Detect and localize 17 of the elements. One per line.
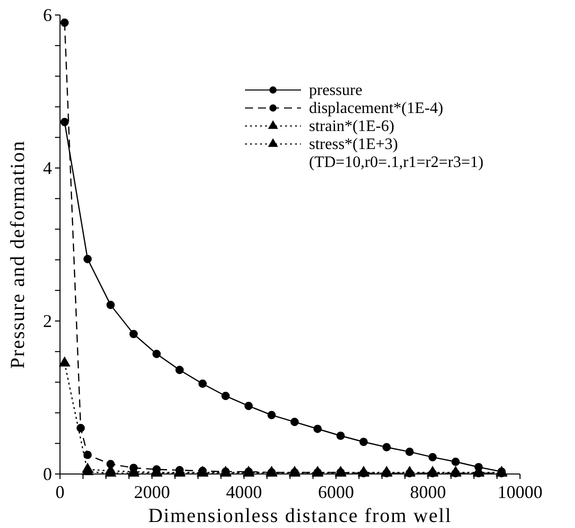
- annotation: (TD=10,r0=.1,r1=r2=r3=1): [309, 154, 484, 171]
- y-tick-label: 0: [43, 464, 52, 484]
- x-tick-label: 2000: [134, 482, 170, 502]
- x-tick-label: 4000: [226, 482, 262, 502]
- legend-label: stress*(1E+3): [309, 136, 398, 153]
- y-tick-label: 2: [43, 310, 52, 331]
- x-tick-label: 6000: [318, 482, 354, 502]
- legend-label: displacement*(1E-4): [309, 100, 444, 117]
- legend-label: pressure: [309, 82, 362, 99]
- y-axis-title: Pressure and deformation: [7, 140, 29, 369]
- x-tick-label: 0: [56, 482, 64, 502]
- x-tick-label: 10000: [498, 482, 542, 502]
- y-tick-label: 4: [43, 158, 52, 178]
- y-tick-label: 6: [43, 4, 52, 25]
- legend-label: strain*(1E-6): [309, 118, 394, 135]
- x-axis-title: Dimensionless distance from well: [148, 505, 452, 527]
- x-tick-label: 8000: [410, 482, 446, 502]
